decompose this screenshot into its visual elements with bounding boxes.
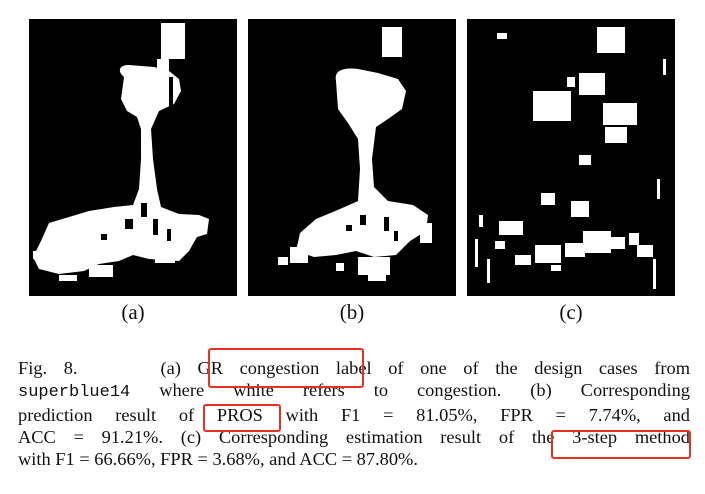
caption-line-2-text: where white refers to congestion. (b) Co… [130,380,690,400]
caption-line-3: prediction result of PROS with F1 = 81.0… [18,405,690,425]
estimation-map-c-image [467,19,675,296]
caption-line-4: ACC = 91.21%. (c) Corresponding estimati… [18,427,690,447]
caption-line-2: superblue14 where white refers to conges… [18,379,690,404]
panel-c-label: (c) [559,300,583,324]
panel-a-congestion-map [29,19,237,296]
prediction-map-b-image [248,19,456,296]
caption-fig-number: Fig. 8. [18,358,78,378]
caption-line-1-text: (a) GR congestion label of one of the de… [160,358,690,378]
panel-b-label: (b) [339,300,365,324]
panel-a-label: (a) [121,300,145,324]
figure-caption: Fig. 8. (a) GR congestion label of one o… [18,357,690,470]
panel-b-prediction-map [248,19,456,296]
caption-line-1: Fig. 8. (a) GR congestion label of one o… [18,357,690,379]
caption-design-name: superblue14 [18,383,131,402]
congestion-map-a-image [29,19,237,296]
caption-line-5: with F1 = 66.66%, FPR = 3.68%, and ACC =… [18,449,418,469]
panel-c-estimation-map [467,19,675,296]
